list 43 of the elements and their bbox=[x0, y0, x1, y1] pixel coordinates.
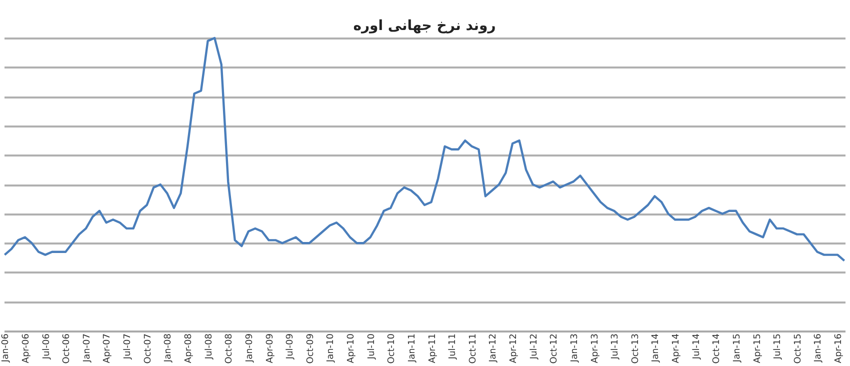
x-tick-label: Jan-10 bbox=[326, 333, 336, 364]
x-tick-label: Apr-12 bbox=[509, 334, 520, 364]
x-tick-label: Oct-12 bbox=[550, 334, 560, 364]
x-tick-label: Oct-07 bbox=[143, 334, 154, 364]
x-tick-label: Oct-13 bbox=[630, 334, 641, 364]
x-tick-label: Jan-11 bbox=[407, 334, 418, 364]
x-tick-label: Oct-08 bbox=[224, 333, 235, 364]
x-tick-label: Apr-06 bbox=[21, 333, 32, 364]
x-tick-label: Jul-11 bbox=[448, 334, 458, 360]
x-tick-label: Jul-12 bbox=[529, 334, 540, 360]
x-tick-label: Jul-14 bbox=[692, 333, 702, 360]
x-tick-label: Jan-07 bbox=[82, 334, 92, 364]
x-tick-label: Jul-07 bbox=[123, 334, 134, 360]
x-tick-label: Jan-08 bbox=[164, 333, 174, 364]
x-tick-label: Oct-11 bbox=[468, 334, 478, 364]
x-tick-label: Jan-12 bbox=[488, 334, 499, 364]
x-tick-label: Oct-15 bbox=[793, 334, 804, 364]
x-tick-label: Apr-09 bbox=[265, 333, 276, 364]
x-tick-label: Apr-14 bbox=[672, 333, 682, 364]
x-tick-label: Jan-16 bbox=[814, 333, 824, 364]
x-tick-label: Apr-13 bbox=[590, 334, 600, 364]
x-tick-label: Oct-10 bbox=[387, 333, 398, 364]
x-tick-label: Jul-08 bbox=[204, 333, 214, 360]
x-tick-label: Apr-15 bbox=[752, 334, 763, 364]
x-tick-label: Apr-11 bbox=[428, 334, 438, 364]
x-tick-label: Apr-07 bbox=[102, 334, 113, 364]
x-tick-label: Jul-06 bbox=[42, 333, 52, 360]
x-tick-label: Jan-15 bbox=[732, 334, 742, 364]
x-tick-label: Jul-13 bbox=[610, 334, 621, 360]
x-tick-label: Jan-13 bbox=[570, 334, 580, 364]
x-tick-label: Apr-10 bbox=[346, 333, 357, 364]
x-tick-label: Oct-06 bbox=[62, 333, 72, 364]
x-tick-label: Apr-08 bbox=[184, 333, 194, 364]
x-tick-label: Oct-09 bbox=[306, 333, 316, 364]
x-tick-label: Jul-10 bbox=[366, 333, 377, 360]
chart-title: روند نرخ جهانی اوره bbox=[353, 18, 496, 34]
x-tick-label: Jan-14 bbox=[651, 333, 662, 364]
x-tick-label: Jan-09 bbox=[244, 333, 255, 364]
x-tick-label: Apr-16 bbox=[834, 333, 844, 364]
x-tick-label: Jan-06 bbox=[1, 333, 12, 364]
x-tick-label: Oct-14 bbox=[712, 333, 722, 364]
x-tick-label: Jul-15 bbox=[773, 334, 784, 360]
x-tick-label: Jul-09 bbox=[286, 333, 296, 360]
